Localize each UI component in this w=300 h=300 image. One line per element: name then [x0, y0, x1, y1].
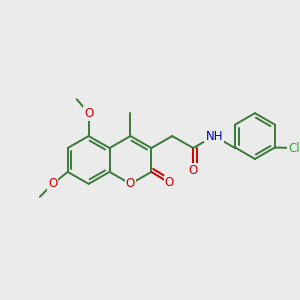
Text: O: O: [84, 106, 93, 120]
Text: O: O: [48, 177, 57, 190]
Text: O: O: [126, 177, 135, 190]
Text: NH: NH: [206, 130, 223, 142]
Text: Cl: Cl: [288, 142, 300, 154]
Text: O: O: [165, 176, 174, 189]
Text: O: O: [189, 164, 198, 177]
